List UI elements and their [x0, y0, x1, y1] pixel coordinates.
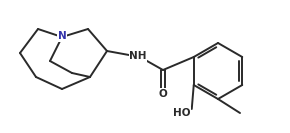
Text: N: N: [58, 31, 66, 41]
Text: O: O: [159, 89, 167, 99]
Text: HO: HO: [173, 108, 191, 118]
Text: NH: NH: [129, 51, 147, 61]
